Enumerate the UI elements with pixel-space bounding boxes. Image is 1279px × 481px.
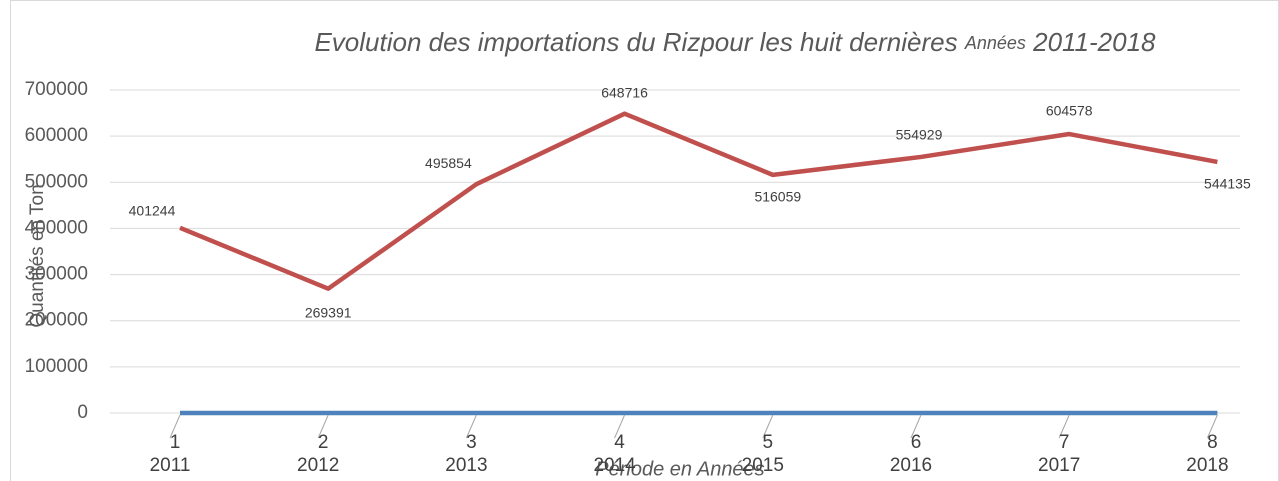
y-tick-label: 100000: [25, 356, 88, 377]
x-tick-label: 2017: [1038, 455, 1080, 476]
data-label: 7: [1059, 432, 1070, 453]
y-tick-label: 300000: [25, 264, 88, 285]
y-tick-label: 600000: [25, 125, 88, 146]
data-label: 495854: [425, 155, 472, 171]
data-label: 5: [763, 432, 774, 453]
title-years: 2011-2018: [1032, 27, 1156, 57]
leader-line: [169, 414, 181, 439]
chart-title: Evolution des importations du Rizpour le…: [314, 27, 1156, 57]
leader-line: [317, 414, 329, 439]
data-label: 1: [170, 432, 181, 453]
y-tick-label: 500000: [25, 171, 88, 192]
leader-line: [762, 414, 774, 439]
data-label: 604578: [1046, 103, 1093, 119]
data-label: 4: [614, 432, 625, 453]
data-label: 6: [911, 432, 922, 453]
data-label: 2: [318, 432, 329, 453]
y-tick-label: 0: [77, 402, 88, 423]
data-label: 269391: [305, 304, 352, 320]
data-label: 401244: [129, 203, 176, 219]
data-label: 544135: [1204, 176, 1251, 192]
data-label: 648716: [601, 84, 648, 100]
x-tick-label: 2018: [1186, 455, 1228, 476]
data-label: 554929: [896, 127, 943, 143]
title-small: Années: [964, 33, 1026, 53]
leader-line: [910, 414, 922, 439]
data-line: [179, 111, 1218, 291]
leader-line: [465, 414, 477, 439]
data-label: 8: [1207, 432, 1218, 453]
y-tick-label: 200000: [25, 310, 88, 331]
leader-line: [1058, 414, 1070, 439]
y-tick-label: 400000: [25, 217, 88, 238]
x-tick-label: 2012: [297, 455, 339, 476]
x-tick-label: 2013: [445, 455, 487, 476]
y-tick-label: 700000: [25, 79, 88, 100]
leader-line: [1206, 414, 1218, 439]
x-tick-label: 2014: [593, 455, 636, 476]
x-tick-label: 2011: [150, 455, 191, 476]
x-tick-label: 2015: [742, 455, 784, 476]
y-axis-label: Quantités en Ton: [27, 184, 48, 327]
data-label: 516059: [754, 189, 801, 205]
x-tick-label: 2016: [890, 455, 932, 476]
data-label: 3: [466, 432, 477, 453]
title-main: Evolution des importations du Rizpour le…: [314, 27, 957, 57]
chart-frame: [10, 0, 1279, 481]
x-axis-label: Période en Années: [595, 458, 764, 480]
leader-line: [614, 414, 626, 439]
